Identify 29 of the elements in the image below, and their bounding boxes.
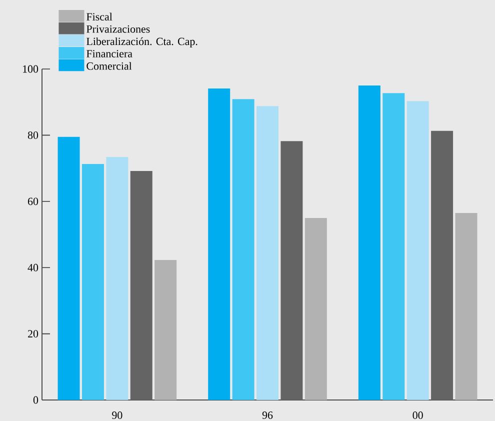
bar — [431, 130, 454, 400]
bar — [82, 164, 104, 400]
x-tick-label: 00 — [412, 412, 423, 419]
y-tick-label: 0 — [33, 396, 38, 404]
bar — [382, 93, 405, 400]
legend-label: Liberalización. Cta. Cap. — [86, 37, 198, 48]
bar — [406, 101, 429, 400]
legend-label: Fiscal — [86, 12, 112, 20]
bar — [256, 106, 278, 400]
legend-label: Privaizaciones — [86, 25, 150, 33]
bar — [455, 212, 478, 400]
y-tick-label: 100 — [23, 65, 38, 73]
bar — [280, 141, 303, 400]
legend-label: Financiera — [86, 50, 132, 58]
bar — [232, 99, 254, 400]
y-tick-label: 80 — [28, 132, 38, 139]
y-tick-label: 40 — [28, 264, 38, 272]
bar — [208, 88, 230, 400]
bar — [106, 157, 128, 400]
y-tick-label: 60 — [28, 198, 38, 206]
y-tick-label: 20 — [28, 330, 38, 338]
bar — [358, 86, 380, 400]
legend-label: Comercial — [86, 62, 132, 70]
x-tick-label: 96 — [262, 412, 273, 419]
x-tick-label: 90 — [112, 412, 122, 419]
bar — [304, 218, 327, 400]
bar — [58, 136, 80, 400]
bar — [154, 260, 177, 400]
bar — [130, 170, 152, 400]
